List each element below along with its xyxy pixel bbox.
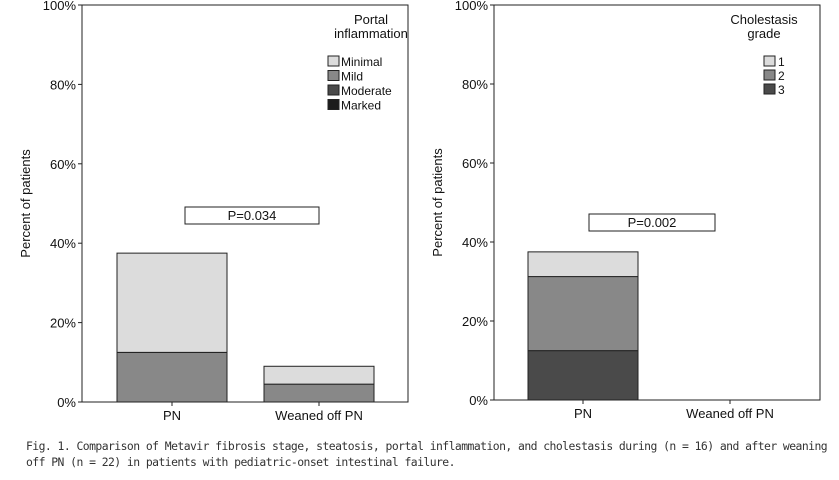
bar-segment-pn-1 bbox=[527, 251, 639, 278]
y-tick-label: 20% bbox=[462, 314, 488, 329]
p-value-box bbox=[588, 213, 716, 232]
bar-segment-weaned-off-pn-minimal bbox=[263, 365, 375, 385]
legend-swatch-marked bbox=[327, 99, 340, 110]
y-axis-label: Percent of patients bbox=[18, 149, 33, 258]
legend-swatch-2 bbox=[763, 69, 776, 81]
legend-title: inflammation bbox=[334, 26, 408, 41]
legend-label-2: 2 bbox=[778, 69, 785, 83]
bar-segment-pn-2 bbox=[527, 276, 639, 352]
bar-segment-pn-minimal bbox=[116, 252, 228, 353]
y-tick-label: 0% bbox=[57, 395, 76, 410]
bar-segment-pn-mild bbox=[116, 351, 228, 403]
legend-swatch-1 bbox=[763, 55, 776, 67]
legend-label-marked: Marked bbox=[341, 99, 381, 113]
legend-label-minimal: Minimal bbox=[341, 55, 382, 69]
y-tick-label: 40% bbox=[50, 236, 76, 251]
y-tick-label: 80% bbox=[50, 77, 76, 92]
y-tick-label: 0% bbox=[469, 393, 488, 408]
legend-swatch-mild bbox=[327, 70, 340, 81]
y-tick-label: 100% bbox=[455, 0, 489, 13]
legend-swatch-minimal bbox=[327, 55, 340, 67]
x-tick-label: Weaned off PN bbox=[686, 406, 774, 421]
legend-label-3: 3 bbox=[778, 83, 785, 97]
y-tick-label: 60% bbox=[462, 156, 488, 171]
bar-segment-weaned-off-pn-mild bbox=[263, 383, 375, 403]
legend-label-1: 1 bbox=[778, 55, 785, 69]
chart-2: 0% 20% 40% 60% 80% 100% Percent of patients PN W… bbox=[430, 0, 821, 421]
x-tick-label: PN bbox=[574, 406, 592, 421]
y-tick-label: 20% bbox=[50, 316, 76, 331]
legend-swatch-3 bbox=[763, 83, 776, 95]
bar-segment-pn-3 bbox=[527, 350, 639, 401]
legend-label-mild: Mild bbox=[341, 70, 363, 84]
plot-frame bbox=[493, 4, 821, 401]
p-value-label: P=0.034 bbox=[228, 208, 277, 223]
figure-caption: Fig. 1. Comparison of Metavir fibrosis s… bbox=[26, 439, 828, 469]
y-tick-label: 40% bbox=[462, 235, 488, 250]
y-axis-label: Percent of patients bbox=[430, 148, 445, 257]
y-tick-label: 60% bbox=[50, 157, 76, 172]
legend-title: Portal bbox=[354, 12, 388, 27]
p-value-label: P=0.002 bbox=[628, 215, 677, 230]
legend-title: grade bbox=[747, 26, 780, 41]
legend-title: Cholestasis bbox=[730, 12, 798, 27]
y-tick-label: 100% bbox=[43, 0, 77, 13]
plot-frame bbox=[81, 4, 409, 403]
chart-1: 0% 20% 40% 60% 80% 100% Percent of patients PN W… bbox=[18, 0, 409, 423]
y-tick-label: 80% bbox=[462, 77, 488, 92]
x-tick-label: PN bbox=[163, 408, 181, 423]
legend-swatch-moderate bbox=[327, 84, 340, 96]
legend-label-moderate: Moderate bbox=[341, 84, 392, 98]
p-value-box bbox=[184, 206, 320, 225]
x-tick-label: Weaned off PN bbox=[275, 408, 363, 423]
